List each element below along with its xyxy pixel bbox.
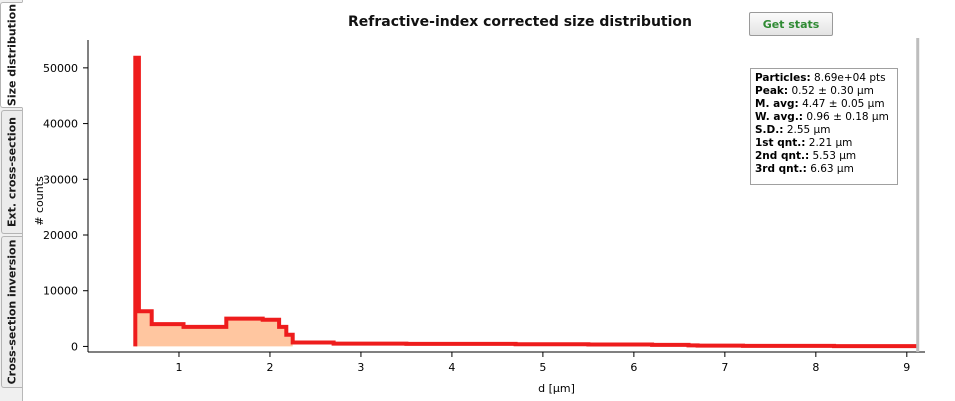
tab-size-distribution[interactable]: Size distribution	[0, 2, 23, 108]
y-tick-label: 10000	[43, 285, 78, 298]
x-tick-label: 2	[266, 361, 273, 374]
y-tick-label: 40000	[43, 118, 78, 131]
tab-ext-cross-section[interactable]: Ext. cross-section	[1, 110, 22, 234]
y-axis-label: # counts	[33, 176, 46, 226]
distribution-line	[133, 55, 918, 349]
get-stats-button[interactable]: Get stats	[749, 12, 833, 36]
y-tick-label: 50000	[43, 62, 78, 75]
x-tick-label: 5	[539, 361, 546, 374]
stat-peak: Peak: 0.52 ± 0.30 µm	[755, 85, 874, 97]
side-tab-bar: Size distribution Ext. cross-section Cro…	[0, 0, 23, 401]
distribution-fill	[135, 57, 293, 347]
x-tick-label: 1	[175, 361, 182, 374]
chart-title: Refractive-index corrected size distribu…	[348, 14, 692, 30]
x-tick-label: 3	[357, 361, 364, 374]
stat-particles: Particles: 8.69e+04 pts	[755, 72, 886, 84]
x-tick-label: 4	[448, 361, 455, 374]
stat-sd: S.D.: 2.55 µm	[755, 124, 831, 136]
y-tick-label: 30000	[43, 173, 78, 186]
y-tick-label: 20000	[43, 229, 78, 242]
stat-first-quantile: 1st qnt.: 2.21 µm	[755, 137, 853, 149]
stat-third-quantile: 3rd qnt.: 6.63 µm	[755, 163, 854, 175]
tab-cross-section-inversion[interactable]: Cross-section inversion	[1, 236, 22, 388]
x-tick-label: 9	[903, 361, 910, 374]
plot-axes: 0 10000 20000 30000 40000 50000 1 2 3 4 5 6 7 8 9	[43, 40, 925, 374]
x-tick-label: 7	[721, 361, 728, 374]
x-tick-label: 6	[630, 361, 637, 374]
y-tick-label: 0	[71, 340, 78, 353]
x-axis-label: d [µm]	[538, 382, 575, 395]
stat-weighted-avg: W. avg.: 0.96 ± 0.18 µm	[755, 111, 889, 123]
stat-second-quantile: 2nd qnt.: 5.53 µm	[755, 150, 857, 162]
x-tick-label: 8	[812, 361, 819, 374]
stat-mean-avg: M. avg: 4.47 ± 0.05 µm	[755, 98, 885, 110]
stats-box: Particles: 8.69e+04 pts Peak: 0.52 ± 0.3…	[750, 68, 898, 185]
